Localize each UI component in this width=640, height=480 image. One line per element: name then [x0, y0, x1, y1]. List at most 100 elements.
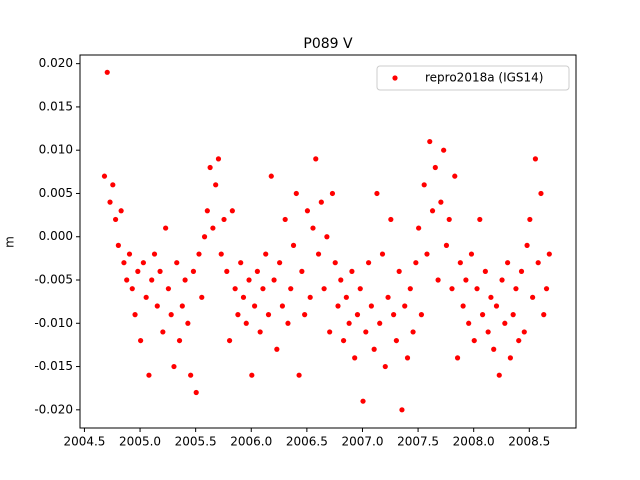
point [196, 251, 202, 257]
point [229, 208, 235, 214]
x-tick-label: 2007.0 [341, 435, 383, 449]
point [151, 251, 158, 257]
point [393, 337, 399, 344]
point [474, 286, 480, 292]
point [488, 294, 494, 300]
point [299, 268, 305, 274]
point [402, 303, 408, 309]
legend-marker [392, 75, 398, 81]
point [363, 329, 369, 335]
point [502, 320, 508, 326]
point [385, 294, 391, 300]
legend-label: repro2018a (IGS14) [425, 71, 543, 85]
y-tick-label: 0.005 [39, 186, 73, 200]
point [146, 372, 152, 378]
point [232, 286, 238, 292]
point [491, 346, 497, 352]
point [268, 173, 274, 179]
point [382, 363, 388, 370]
point [479, 312, 486, 318]
point [365, 260, 372, 266]
point [246, 277, 252, 283]
point [507, 355, 513, 361]
point [338, 277, 344, 283]
point [104, 69, 110, 75]
point [429, 208, 436, 214]
point [388, 216, 394, 223]
point [454, 355, 461, 361]
point [435, 277, 441, 283]
point [471, 337, 477, 344]
point [524, 242, 530, 248]
point [201, 234, 208, 240]
point [121, 260, 127, 266]
point [213, 182, 219, 188]
point [226, 337, 233, 344]
y-tick-label: -0.020 [34, 402, 73, 416]
point [307, 294, 313, 300]
point [265, 312, 272, 318]
point [496, 372, 502, 378]
point [240, 294, 247, 300]
point [112, 216, 119, 223]
point [279, 303, 286, 309]
point [193, 389, 199, 396]
point [277, 260, 283, 266]
point [349, 268, 355, 274]
point [418, 312, 425, 318]
point [404, 355, 411, 361]
point [516, 337, 522, 344]
point [438, 199, 444, 205]
point [352, 355, 358, 361]
point [129, 286, 135, 292]
point [530, 294, 536, 300]
legend-box [376, 65, 570, 91]
point [252, 303, 258, 309]
point [468, 251, 475, 257]
point [318, 199, 324, 205]
point [171, 363, 177, 370]
point [332, 260, 338, 266]
point [315, 251, 322, 257]
point [379, 251, 386, 257]
point [543, 286, 550, 292]
point [374, 190, 380, 197]
point [143, 294, 149, 300]
point [185, 320, 191, 326]
point [174, 260, 180, 266]
point [302, 312, 308, 318]
point [249, 372, 255, 378]
x-tick-label: 2008.0 [453, 435, 495, 449]
point [521, 329, 527, 335]
point [218, 251, 224, 257]
point [149, 277, 155, 283]
point [457, 260, 463, 266]
point [493, 303, 500, 309]
y-axis-label: m [3, 236, 17, 248]
point [138, 337, 144, 344]
point [132, 312, 138, 318]
point [463, 277, 469, 283]
point [371, 346, 377, 352]
point [354, 312, 361, 318]
point [368, 303, 374, 309]
point [190, 268, 197, 274]
point [391, 312, 397, 318]
x-tick-label: 2005.0 [119, 435, 161, 449]
point [199, 294, 205, 300]
point [485, 329, 491, 335]
point [482, 268, 488, 274]
point [324, 234, 330, 240]
point [441, 147, 447, 153]
point [513, 286, 519, 292]
point [274, 346, 280, 352]
point [290, 242, 297, 248]
point [443, 242, 450, 248]
point [340, 337, 347, 344]
point [421, 182, 427, 188]
point [263, 251, 269, 257]
y-tick-label: 0.015 [39, 99, 73, 113]
point [135, 268, 141, 274]
x-tick-label: 2005.5 [175, 435, 217, 449]
point [160, 329, 166, 335]
